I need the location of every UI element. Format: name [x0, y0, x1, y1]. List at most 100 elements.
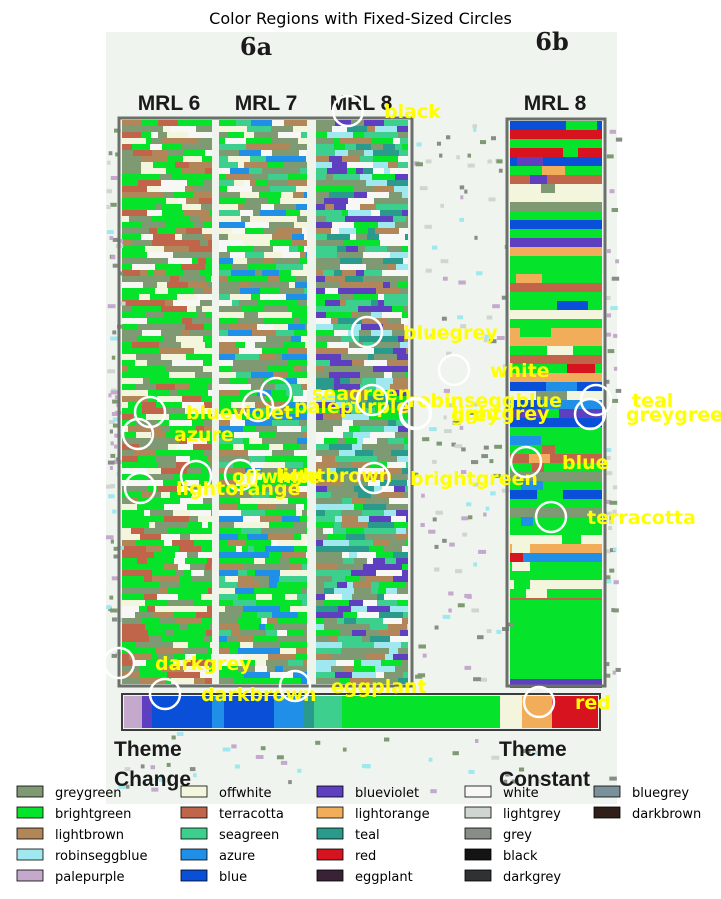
image-stripe: [191, 576, 212, 582]
image-speckle: [420, 523, 425, 527]
image-stripe: [122, 648, 139, 654]
image-stripe: [275, 384, 293, 390]
annotation-circle-seagreen: [259, 376, 293, 410]
image-stripe: [266, 282, 289, 288]
image-stripe: [147, 606, 155, 612]
image-stripe: [248, 450, 272, 456]
image-stripe: [243, 564, 263, 570]
image-stripe: [160, 186, 185, 192]
image-stripe: [198, 516, 212, 522]
image-stripe: [194, 348, 212, 354]
image-stripe: [184, 450, 204, 456]
image-stripe: [307, 120, 316, 684]
image-stripe: [262, 348, 287, 354]
image-stripe: [219, 132, 228, 138]
legend-swatch-eggplant: [316, 869, 344, 882]
image-stripe: [277, 588, 301, 594]
image-stripe: [384, 594, 404, 600]
image-stripe: [144, 594, 157, 600]
image-speckle: [488, 197, 496, 202]
image-stripe: [279, 642, 302, 648]
image-stripe: [190, 588, 208, 594]
image-speckle: [612, 670, 616, 675]
image-speckle: [464, 189, 468, 194]
image-stripe: [160, 588, 168, 594]
image-stripe: [219, 336, 243, 342]
image-stripe: [122, 168, 141, 174]
image-stripe: [296, 504, 304, 510]
image-speckle: [615, 137, 623, 142]
image-stripe: [207, 282, 212, 288]
image-stripe: [122, 588, 147, 594]
image-speckle: [111, 576, 119, 581]
image-stripe: [239, 348, 262, 354]
image-stripe: [323, 600, 349, 606]
image-stripe: [368, 522, 394, 528]
image-stripe: [237, 582, 260, 588]
image-stripe: [373, 336, 398, 342]
image-speckle: [483, 512, 487, 517]
image-stripe: [122, 570, 143, 576]
image-stripe: [297, 624, 307, 630]
image-stripe: [342, 696, 500, 728]
image-stripe: [296, 486, 307, 492]
image-stripe: [142, 300, 165, 306]
image-stripe: [325, 594, 342, 600]
image-stripe: [266, 396, 293, 402]
annotation-label-white: white: [490, 360, 550, 382]
image-stripe: [277, 618, 301, 624]
frame-6a: [117, 116, 414, 688]
image-stripe: [239, 150, 261, 156]
image-stripe: [260, 294, 286, 300]
image-stripe: [301, 618, 307, 624]
image-stripe: [137, 504, 154, 510]
image-stripe: [145, 600, 168, 606]
image-stripe: [152, 696, 212, 728]
image-stripe: [270, 186, 296, 192]
image-stripe: [157, 594, 178, 600]
image-stripe: [249, 438, 262, 444]
image-stripe: [300, 210, 307, 216]
image-speckle: [606, 313, 612, 318]
image-stripe: [329, 504, 354, 510]
image-stripe: [200, 474, 212, 480]
image-speckle: [436, 141, 442, 146]
image-stripe: [295, 654, 307, 660]
image-stripe: [360, 372, 384, 378]
image-stripe: [316, 624, 324, 630]
image-stripe: [296, 186, 307, 192]
image-stripe: [209, 636, 212, 642]
image-stripe: [202, 354, 212, 360]
image-stripe: [122, 462, 140, 468]
image-stripe: [363, 648, 389, 654]
image-speckle: [110, 336, 118, 341]
image-stripe: [367, 396, 387, 402]
image-stripe: [154, 504, 164, 510]
image-stripe: [122, 594, 144, 600]
image-stripe: [327, 168, 347, 174]
annotation-label-eggplant: eggplant: [331, 676, 427, 698]
image-stripe: [324, 438, 337, 444]
image-stripe: [397, 600, 408, 606]
image-stripe: [153, 234, 175, 240]
image-speckle: [110, 390, 119, 395]
image-stripe: [375, 408, 398, 414]
image-stripe: [173, 582, 180, 588]
image-speckle: [422, 437, 430, 442]
image-stripe: [512, 562, 530, 571]
image-stripe: [278, 540, 305, 546]
image-stripe: [546, 409, 559, 418]
image-stripe: [316, 420, 342, 426]
image-stripe: [293, 672, 307, 678]
image-stripe: [387, 180, 393, 186]
image-stripe: [366, 630, 380, 636]
image-stripe: [151, 654, 158, 660]
image-stripe: [166, 432, 187, 438]
image-speckle: [613, 580, 619, 585]
image-stripe: [293, 126, 307, 132]
legend-label-blue: blue: [219, 870, 247, 885]
image-speckle: [110, 255, 116, 260]
image-stripe: [162, 210, 184, 216]
image-stripe: [186, 198, 199, 204]
image-stripe: [192, 360, 203, 366]
